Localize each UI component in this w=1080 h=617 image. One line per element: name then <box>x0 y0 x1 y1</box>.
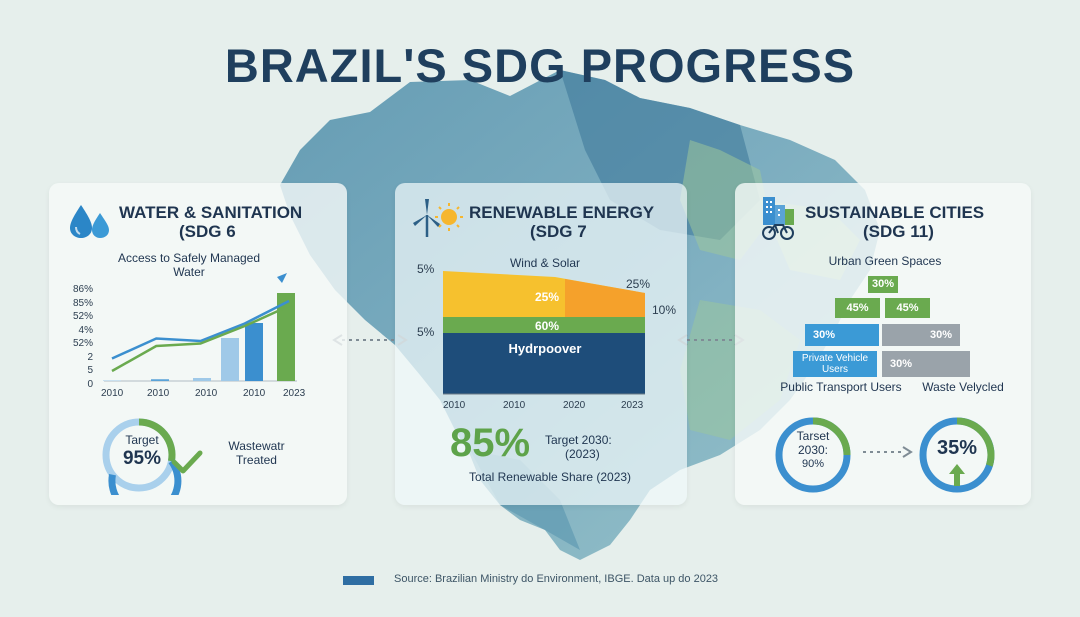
waste-recycled-label: Waste Velycled <box>922 380 1004 394</box>
wastewater-label-line2: Treated <box>236 453 277 467</box>
cities-gauge1-line1: Tarset <box>796 429 830 443</box>
energy-green-band <box>443 317 645 333</box>
cities-gauge1-label: Tarset 2030: 90% <box>781 429 845 471</box>
cities-recycled-gauge <box>919 417 995 493</box>
city-bicycle-icon <box>762 197 794 240</box>
energy-orange-band <box>565 279 645 317</box>
water-chart-title-line1: Access to Safely Managed <box>117 251 261 265</box>
water-line-series <box>111 304 290 373</box>
water-gauge-fill <box>138 418 176 462</box>
water-x-tick: 2010 <box>101 388 124 399</box>
pyramid-cell-green-left: 45% <box>835 298 880 318</box>
water-y-tick: 52% <box>72 311 93 322</box>
pyramid-cell-top: 30% <box>868 276 898 293</box>
cities-gauge2-fill <box>956 417 995 467</box>
energy-caption: Total Renewable Share (2023) <box>468 470 632 484</box>
pyramid-cell-blue: 30% <box>805 324 879 346</box>
cities-dashed-arrow <box>863 446 913 458</box>
up-arrow-icon <box>949 464 965 486</box>
checkmark-icon <box>171 450 203 474</box>
water-gauge-value: 95% <box>122 448 162 469</box>
cities-target-gauge <box>775 417 851 493</box>
water-bar <box>103 380 121 381</box>
energy-chart-title: Wind & Solar <box>509 256 581 270</box>
cities-gauge1-line2: 2030: <box>797 443 829 457</box>
energy-hydro-band <box>443 333 645 394</box>
water-x-tick: 2010 <box>147 388 170 399</box>
water-y-tick: 86% <box>72 284 93 295</box>
pyramid-cell-green-right: 45% <box>885 298 930 318</box>
water-y-tick: 52% <box>72 338 93 349</box>
water-x-tick: 2010 <box>195 388 218 399</box>
energy-target-line2: (2023) <box>565 447 600 461</box>
pyramid-cell-gray-bottom: 30% <box>882 351 970 377</box>
water-chart <box>103 273 297 382</box>
water-gauge-arc <box>108 459 182 495</box>
water-y-tick: 2 <box>87 351 93 363</box>
wastewater-label-line1: Wastewatr <box>228 439 285 453</box>
energy-x-tick: 2010 <box>443 400 466 411</box>
water-trend-arrowhead <box>277 273 287 283</box>
cities-title: SUSTAINABLE CITIES <box>805 203 985 222</box>
water-target-gauge <box>102 418 182 495</box>
energy-target: Target 2030: (2023) <box>545 433 655 461</box>
water-gauge-label: Target <box>125 433 159 447</box>
energy-target-line1: Target 2030: <box>545 433 612 447</box>
energy-right-label-bottom: 10% <box>652 303 677 317</box>
energy-x-tick: 2010 <box>503 400 526 411</box>
water-bar <box>151 379 169 381</box>
water-chart-title: Access to Safely Managed Water <box>89 251 289 279</box>
cities-gauge1-line3: 90% <box>801 458 825 470</box>
cities-chart-title: Urban Green Spaces <box>828 254 942 268</box>
energy-band-label-green: 60% <box>535 319 559 333</box>
water-bar <box>193 378 211 381</box>
water-bar <box>277 293 295 381</box>
water-x-tick: 2023 <box>283 388 306 399</box>
energy-left-label-bottom: 5% <box>417 325 435 339</box>
water-bar <box>245 323 263 381</box>
wastewater-label: Wastewatr Treated <box>209 439 304 467</box>
energy-chart: 25% 60% Hydrpoover <box>443 271 645 395</box>
energy-subtitle: (SDG 7 <box>530 222 587 241</box>
renewable-share-value: 85% <box>450 421 531 465</box>
water-y-tick: 4% <box>78 324 93 336</box>
water-subtitle: (SDG 6 <box>179 222 236 241</box>
water-bar <box>221 338 239 381</box>
cities-subtitle: (SDG 11) <box>863 222 934 241</box>
public-transport-label: Public Transport Users <box>780 380 902 394</box>
water-y-tick: 0 <box>87 378 93 390</box>
water-drops-icon <box>70 205 109 238</box>
energy-x-tick: 2020 <box>563 400 586 411</box>
pyramid-cell-gray: 30% <box>882 324 960 346</box>
page-title: BRAZIL'S SDG PROGRESS <box>224 39 856 92</box>
energy-left-label-top: 5% <box>417 262 435 276</box>
cities-gauge1-fill <box>812 417 851 456</box>
water-line-series <box>111 299 290 360</box>
energy-title: RENEWABLE ENERGY <box>469 203 655 222</box>
source-note: Source: Brazilian Ministry do Environmen… <box>394 573 719 585</box>
energy-band-label-yellow: 25% <box>535 290 559 304</box>
water-y-tick: 5 <box>87 365 93 376</box>
water-chart-title-line2: Water <box>173 265 205 279</box>
cities-gauge2-value: 35% <box>936 437 978 459</box>
water-sanitation-panel: WATER & SANITATION (SDG 6 Access to Safe… <box>49 183 347 505</box>
water-title: WATER & SANITATION <box>119 203 303 222</box>
energy-band-label-hydro: Hydrpoover <box>509 341 582 356</box>
renewable-energy-panel: RENEWABLE ENERGY (SDG 7 Wind & Solar 5% … <box>395 183 687 505</box>
energy-x-tick: 2023 <box>621 400 644 411</box>
water-y-tick: 85% <box>72 297 93 309</box>
sustainable-cities-panel: SUSTAINABLE CITIES (SDG 11) Urban Green … <box>735 183 1031 505</box>
pyramid-cell-private-vehicle: Private Vehicle Users <box>793 351 877 377</box>
source-legend-swatch <box>343 576 374 585</box>
wind-turbine-sun-icon <box>413 199 463 237</box>
water-x-tick: 2010 <box>243 388 266 399</box>
energy-right-label-top: 25% <box>626 277 651 291</box>
